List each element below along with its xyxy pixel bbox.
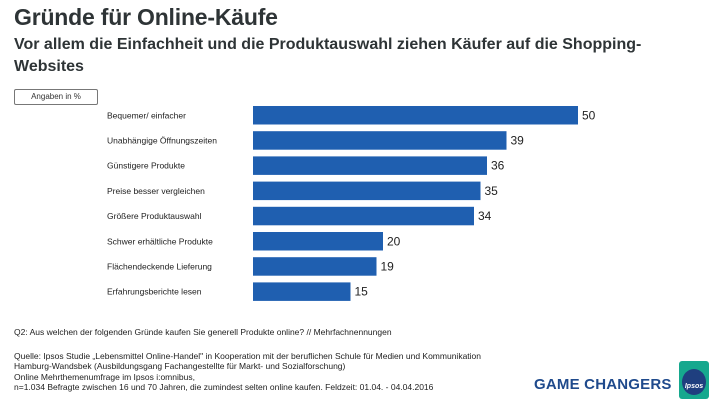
ipsos-logo: Ipsos bbox=[679, 361, 709, 399]
bar bbox=[253, 232, 383, 251]
survey-question: Q2: Aus welchen der folgenden Gründe kau… bbox=[14, 327, 392, 337]
logo-emblem: Ipsos bbox=[682, 369, 706, 395]
source-note: Quelle: Ipsos Studie „Lebensmittel Onlin… bbox=[14, 351, 534, 393]
bar bbox=[253, 257, 377, 276]
category-label: Erfahrungsberichte lesen bbox=[107, 287, 202, 297]
value-label: 36 bbox=[491, 159, 505, 173]
source-line: Hamburg-Wandsbek (Ausbildungsgang Fachan… bbox=[14, 361, 346, 372]
bar bbox=[253, 181, 481, 201]
value-label: 39 bbox=[511, 133, 525, 147]
source-line: Online Mehrthemenumfrage im Ipsos i:omni… bbox=[14, 371, 195, 382]
bar bbox=[253, 206, 474, 226]
unit-label: Angaben in % bbox=[14, 89, 98, 105]
chart-title: Gründe für Online-Käufe bbox=[14, 4, 278, 30]
category-label: Flächendeckende Lieferung bbox=[107, 261, 212, 271]
bar bbox=[253, 156, 487, 175]
value-label: 35 bbox=[485, 184, 499, 198]
category-label: Bequemer/ einfacher bbox=[107, 110, 186, 120]
category-label: Preise besser vergleichen bbox=[107, 186, 205, 196]
category-label: Größere Produktauswahl bbox=[107, 211, 202, 221]
value-label: 20 bbox=[387, 234, 401, 248]
bar-chart: Bequemer/ einfacher 50 Unabhängige Öffnung… bbox=[107, 106, 596, 301]
bar bbox=[253, 131, 507, 150]
bar bbox=[253, 282, 351, 301]
source-line: n=1.034 Befragte zwischen 16 und 70 Jahr… bbox=[14, 382, 434, 393]
category-label: Unabhängige Öffnungszeiten bbox=[107, 135, 217, 145]
value-label: 34 bbox=[478, 209, 492, 223]
source-line: Quelle: Ipsos Studie „Lebensmittel Onlin… bbox=[14, 351, 481, 361]
chart-subtitle: Vor allem die Einfachheit und die Produk… bbox=[14, 36, 642, 75]
logo-text: Ipsos bbox=[684, 383, 704, 390]
value-label: 19 bbox=[381, 259, 395, 273]
slogan: GAME CHANGERS bbox=[534, 376, 672, 393]
value-label: 50 bbox=[582, 108, 596, 122]
category-label: Günstigere Produkte bbox=[107, 161, 185, 171]
value-label: 15 bbox=[355, 285, 369, 299]
category-label: Schwer erhältliche Produkte bbox=[107, 236, 213, 246]
bar bbox=[253, 106, 578, 125]
